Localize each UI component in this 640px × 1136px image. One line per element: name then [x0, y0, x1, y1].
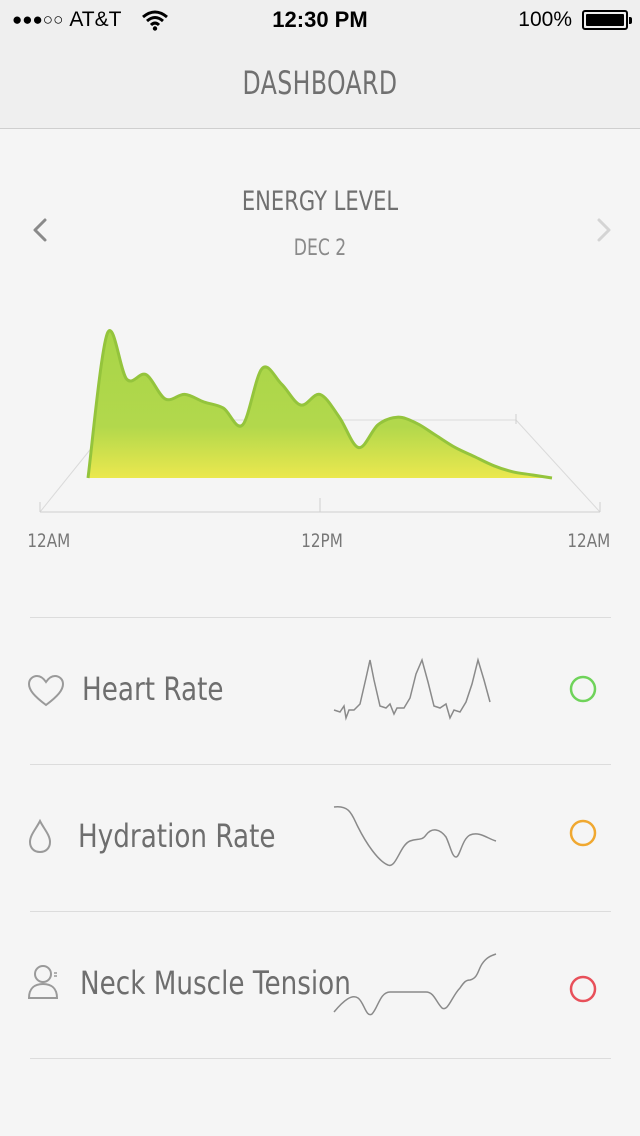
- hydration-rate-sparkline: [333, 806, 497, 867]
- status-bar: ●●●○○ AT&T 12:30 PM 100%: [0, 0, 640, 40]
- energy-area-series: [88, 330, 552, 478]
- battery-percent: 100%: [518, 8, 572, 31]
- energy-level-date: DEC 2: [293, 236, 347, 261]
- status-right: 100%: [518, 8, 632, 32]
- divider: [30, 911, 611, 912]
- x-tick-label-end: 12AM: [567, 530, 611, 552]
- divider: [30, 764, 611, 765]
- neck-muscle-tension-sparkline: [333, 953, 497, 1016]
- metric-label-hydration-rate: Hydration Rate: [78, 817, 276, 855]
- carrier-label: AT&T: [69, 8, 122, 31]
- divider: [30, 617, 611, 618]
- heart-rate-sparkline: [333, 657, 491, 721]
- chevron-right-icon[interactable]: [588, 212, 618, 248]
- navigation-bar: DASHBOARD: [0, 40, 640, 129]
- status-time: 12:30 PM: [272, 7, 368, 32]
- x-tick-label-mid: 12PM: [301, 530, 343, 552]
- energy-level-title: ENERGY LEVEL: [241, 186, 399, 217]
- metric-label-heart-rate: Heart Rate: [82, 670, 224, 708]
- x-tick-label-start: 12AM: [27, 530, 71, 552]
- battery-icon: [582, 10, 632, 30]
- metric-row-hydration-rate[interactable]: Hydration Rate: [0, 765, 640, 911]
- metric-label-neck-muscle-tension: Neck Muscle Tension: [80, 964, 351, 1002]
- signal-strength-icon: ●●●○○: [12, 10, 64, 29]
- person-icon: [27, 965, 59, 999]
- metric-row-neck-muscle-tension[interactable]: Neck Muscle Tension: [0, 912, 640, 1058]
- status-indicator-icon: [569, 819, 597, 847]
- divider: [30, 1058, 611, 1059]
- chart-floor-right: [515, 419, 601, 513]
- heart-icon: [27, 674, 65, 707]
- metric-row-heart-rate[interactable]: Heart Rate: [0, 618, 640, 764]
- page-title: DASHBOARD: [242, 64, 398, 102]
- wifi-icon: [142, 10, 169, 31]
- status-left: ●●●○○ AT&T: [12, 8, 169, 32]
- water-drop-icon: [28, 818, 52, 854]
- status-indicator-icon: [569, 975, 597, 1003]
- energy-level-chart: [39, 329, 601, 513]
- status-indicator-icon: [569, 675, 597, 703]
- chevron-left-icon[interactable]: [26, 212, 56, 248]
- energy-line-series: [86, 329, 553, 480]
